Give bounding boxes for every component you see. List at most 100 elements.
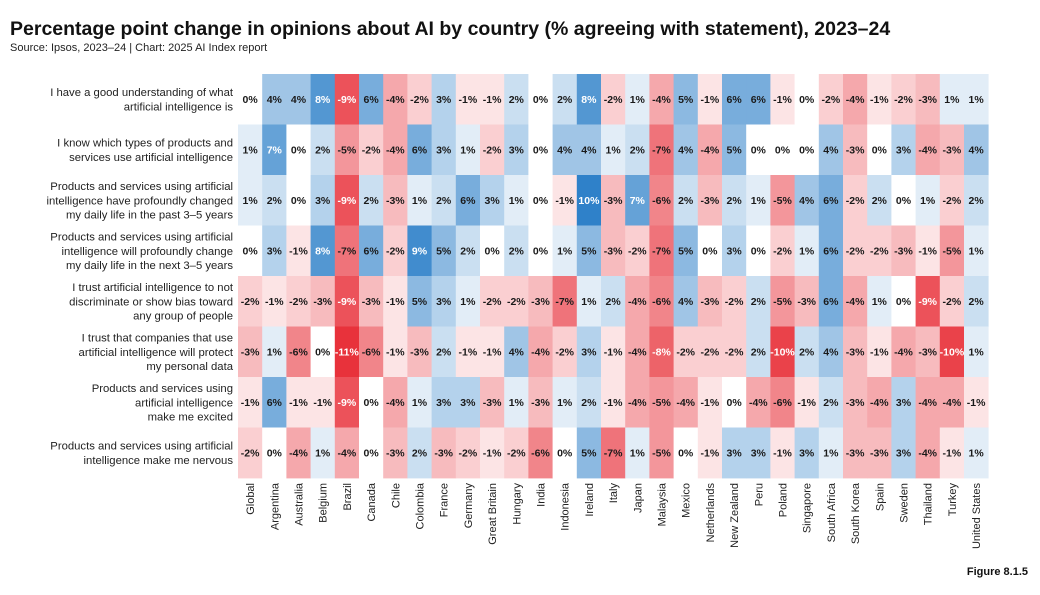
cell-value-label: -10% bbox=[940, 347, 965, 359]
cell-value-label: 0% bbox=[702, 246, 718, 258]
cell-value-label: -10% bbox=[770, 347, 795, 359]
cell-value-label: 3% bbox=[436, 94, 452, 106]
column-label: Turkey bbox=[947, 483, 959, 517]
cell-value-label: -2% bbox=[483, 145, 502, 157]
heatmap-cell bbox=[601, 276, 626, 327]
cell-value-label: 3% bbox=[751, 448, 767, 460]
column-label: South Africa bbox=[826, 482, 838, 542]
heatmap-cell bbox=[770, 377, 795, 428]
cell-value-label: 0% bbox=[678, 448, 694, 460]
heatmap-cell bbox=[939, 175, 965, 226]
cell-value-label: 3% bbox=[315, 195, 331, 207]
cell-value-label: -6% bbox=[362, 347, 381, 359]
cell-value-label: 5% bbox=[581, 448, 597, 460]
heatmap-cell bbox=[843, 225, 868, 277]
heatmap-cell bbox=[649, 74, 674, 125]
cell-value-label: 6% bbox=[412, 145, 428, 157]
row-label-4-line-1: discriminate or show bias toward bbox=[69, 296, 233, 308]
cell-value-label: -5% bbox=[652, 448, 671, 460]
heatmap-cell bbox=[431, 74, 457, 125]
heatmap-cell bbox=[891, 377, 916, 428]
cell-value-label: 2% bbox=[872, 195, 888, 207]
cell-value-label: -4% bbox=[338, 448, 357, 460]
row-label-6-line-1: artificial intelligence bbox=[135, 397, 233, 409]
cell-value-label: 6% bbox=[727, 94, 743, 106]
heatmap-cell bbox=[794, 175, 820, 226]
heatmap-cell bbox=[601, 427, 626, 479]
cell-value-label: -4% bbox=[676, 397, 695, 409]
cell-value-label: -6% bbox=[773, 397, 792, 409]
cell-value-label: -3% bbox=[870, 448, 889, 460]
heatmap-cell bbox=[939, 124, 965, 176]
heatmap-cell bbox=[843, 276, 868, 327]
cell-value-label: -2% bbox=[289, 296, 308, 308]
heatmap-cell bbox=[891, 276, 916, 327]
heatmap-cell bbox=[552, 427, 578, 479]
cell-value-label: -9% bbox=[338, 296, 357, 308]
heatmap-cell bbox=[915, 124, 941, 176]
heatmap-cell bbox=[431, 377, 457, 428]
cell-value-label: -3% bbox=[386, 448, 405, 460]
cell-value-label: 2% bbox=[606, 296, 622, 308]
cell-value-label: -2% bbox=[725, 296, 744, 308]
heatmap-cell bbox=[480, 175, 505, 226]
column-label: France bbox=[439, 483, 451, 517]
cell-value-label: 8% bbox=[315, 94, 331, 106]
heatmap-cell bbox=[794, 225, 820, 277]
cell-value-label: -2% bbox=[676, 347, 695, 359]
heatmap-cell bbox=[964, 124, 989, 176]
heatmap-cell bbox=[843, 124, 868, 176]
cell-value-label: -7% bbox=[555, 296, 574, 308]
heatmap-cell bbox=[480, 377, 505, 428]
heatmap-cell bbox=[383, 74, 408, 125]
heatmap-cell bbox=[359, 225, 384, 277]
cell-value-label: 1% bbox=[969, 347, 985, 359]
heatmap-cell bbox=[697, 175, 723, 226]
heatmap-cell bbox=[891, 427, 916, 479]
row-label-2-line-0: Products and services using artificial bbox=[50, 181, 233, 193]
cell-value-label: 0% bbox=[799, 145, 815, 157]
cell-value-label: -3% bbox=[531, 397, 550, 409]
cell-value-label: 5% bbox=[678, 246, 694, 258]
heatmap-cell bbox=[455, 74, 481, 125]
column-label: India bbox=[536, 482, 548, 507]
cell-value-label: -1% bbox=[386, 347, 405, 359]
heatmap-cell bbox=[625, 74, 650, 125]
heatmap-cell bbox=[601, 124, 626, 176]
cell-value-label: -4% bbox=[386, 397, 405, 409]
cell-value-label: 4% bbox=[509, 347, 525, 359]
cell-value-label: 3% bbox=[581, 347, 597, 359]
cell-value-label: -3% bbox=[701, 296, 720, 308]
heatmap-cell bbox=[286, 276, 311, 327]
row-label-3-line-0: Products and services using artificial bbox=[50, 232, 233, 244]
heatmap-cell bbox=[673, 326, 699, 378]
heatmap-cell bbox=[867, 276, 892, 327]
heatmap-cell bbox=[867, 225, 892, 277]
heatmap-cell bbox=[407, 326, 432, 378]
cell-value-label: 10% bbox=[578, 195, 600, 207]
heatmap-cell bbox=[794, 427, 820, 479]
cell-value-label: 0% bbox=[315, 347, 331, 359]
heatmap-cell bbox=[504, 326, 529, 378]
row-label-6-line-0: Products and services using bbox=[92, 383, 233, 395]
heatmap-cell bbox=[697, 276, 723, 327]
cell-value-label: -4% bbox=[846, 94, 865, 106]
cell-value-label: -3% bbox=[313, 296, 332, 308]
cell-value-label: -2% bbox=[846, 195, 865, 207]
heatmap-cell bbox=[649, 175, 674, 226]
heatmap-cell bbox=[915, 377, 941, 428]
heatmap-cell bbox=[334, 225, 360, 277]
cell-value-label: -2% bbox=[870, 246, 889, 258]
heatmap-cell bbox=[310, 124, 336, 176]
cell-value-label: 0% bbox=[533, 145, 549, 157]
heatmap-cell bbox=[238, 276, 263, 327]
cell-value-label: 0% bbox=[364, 397, 380, 409]
heatmap-cell bbox=[407, 377, 432, 428]
heatmap-cell bbox=[504, 124, 529, 176]
cell-value-label: 2% bbox=[315, 145, 331, 157]
cell-value-label: 2% bbox=[630, 145, 646, 157]
cell-value-label: -2% bbox=[725, 347, 744, 359]
cell-value-label: 2% bbox=[412, 448, 428, 460]
heatmap-cell bbox=[770, 225, 795, 277]
row-label-7-line-1: intelligence make me nervous bbox=[84, 455, 234, 467]
